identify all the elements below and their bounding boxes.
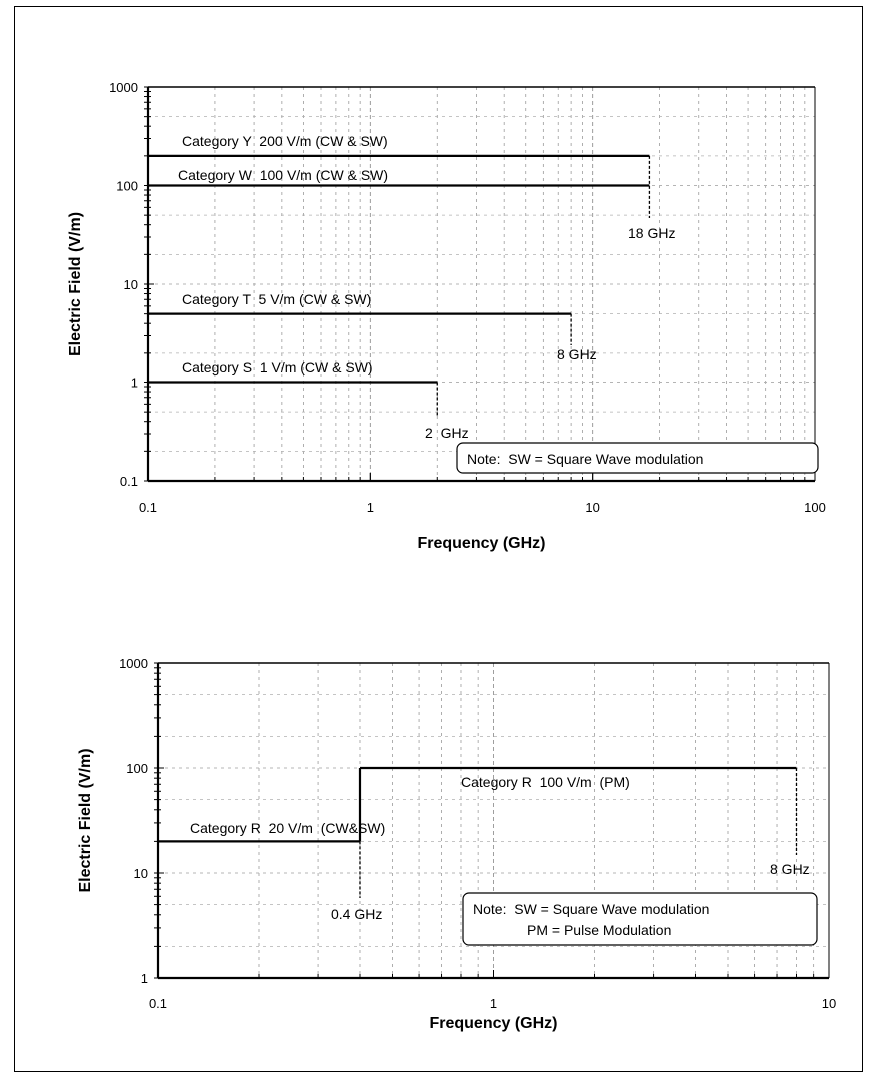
note-text: PM = Pulse Modulation [527, 922, 671, 938]
x-tick-label: 0.1 [149, 996, 167, 1011]
y-tick-label: 10 [124, 277, 138, 292]
frequency-limit-label: 8 GHz [557, 346, 597, 362]
x-tick-label: 1 [367, 500, 374, 515]
note-box [456, 442, 819, 474]
series-label: Category T 5 V/m (CW & SW) [182, 291, 371, 307]
page-frame [14, 6, 863, 1072]
y-tick-label: 1 [141, 971, 148, 986]
x-tick-label: 100 [804, 500, 826, 515]
frequency-limit-label: 18 GHz [628, 225, 675, 241]
y-axis-label: Electric Field (V/m) [67, 212, 84, 356]
series-label: Category R 20 V/m (CW&SW) [190, 820, 385, 836]
x-tick-label: 10 [585, 500, 599, 515]
y-tick-label: 100 [126, 761, 148, 776]
series-label: Category Y 200 V/m (CW & SW) [182, 133, 388, 149]
y-tick-label: 100 [116, 179, 138, 194]
y-tick-label: 1 [131, 376, 138, 391]
x-tick-label: 1 [490, 996, 497, 1011]
x-tick-label: 10 [822, 996, 836, 1011]
series-label: Category S 1 V/m (CW & SW) [182, 359, 373, 375]
note-box [462, 892, 818, 946]
x-tick-label: 0.1 [139, 500, 157, 515]
y-tick-label: 1000 [119, 656, 148, 671]
y-tick-label: 10 [134, 866, 148, 881]
y-tick-label: 1000 [109, 80, 138, 95]
chart-2 [154, 662, 830, 980]
x-axis-label: Frequency (GHz) [429, 1015, 557, 1032]
frequency-limit-label: 0.4 GHz [331, 906, 382, 922]
note-text: Note: SW = Square Wave modulation [473, 901, 709, 917]
note-text: Note: SW = Square Wave modulation [467, 451, 703, 467]
x-axis-label: Frequency (GHz) [417, 535, 545, 552]
y-tick-label: 0.1 [120, 474, 138, 489]
series-label: Category R 100 V/m (PM) [461, 774, 630, 790]
chart-1 [144, 86, 819, 483]
frequency-limit-label: 8 GHz [770, 861, 810, 877]
series-label: Category W 100 V/m (CW & SW) [178, 167, 388, 183]
frequency-limit-label: 2 GHz [425, 425, 469, 441]
y-axis-label: Electric Field (V/m) [77, 748, 94, 892]
